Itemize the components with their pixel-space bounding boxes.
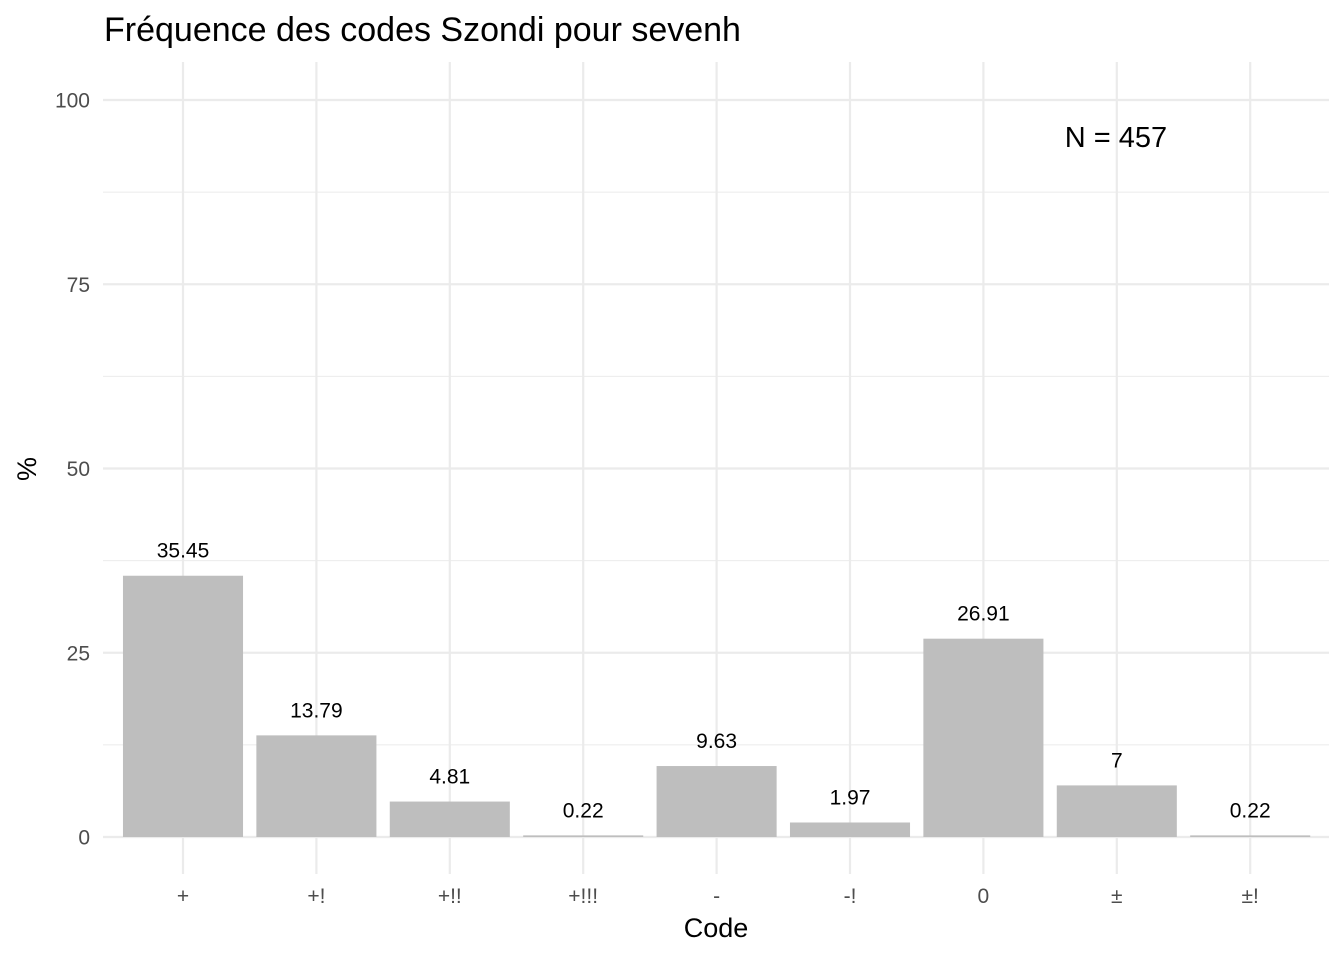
y-axis-title: % <box>12 457 42 481</box>
y-tick-label: 50 <box>67 458 90 481</box>
bars <box>122 575 1311 837</box>
bar-value-label: 13.79 <box>290 699 343 722</box>
bar-value-label: 1.97 <box>830 786 871 809</box>
x-tick-label: +!!! <box>568 885 598 908</box>
bar-value-label: 9.63 <box>696 730 737 753</box>
bar-value-label: 0.22 <box>1230 799 1271 822</box>
bar-4 <box>523 835 644 837</box>
bar-5 <box>656 766 777 837</box>
y-tick-label: 75 <box>67 274 90 297</box>
x-tick-label: -! <box>844 885 857 908</box>
bar-1 <box>122 575 244 837</box>
x-tick-label: 0 <box>978 885 990 908</box>
bar-7 <box>923 638 1044 837</box>
bar-2 <box>256 735 377 837</box>
bar-value-label: 26.91 <box>957 603 1010 626</box>
bar-value-labels: 35.45 13.79 4.81 0.22 9.63 1.97 26.91 7 0.22 <box>157 540 1271 823</box>
bar-8 <box>1056 785 1177 837</box>
x-tick-label: +! <box>307 885 325 908</box>
x-tick-label: - <box>713 885 720 908</box>
y-tick-label: 0 <box>78 827 90 850</box>
x-tick-label: ± <box>1111 885 1123 908</box>
bar-value-label: 4.81 <box>429 766 470 789</box>
bar-3 <box>389 801 510 837</box>
y-tick-label: 25 <box>67 642 90 665</box>
y-tick-label: 100 <box>55 90 90 113</box>
bar-value-label: 7 <box>1111 749 1123 772</box>
bar-9 <box>1190 835 1311 837</box>
chart-title: Fréquence des codes Szondi pour sevenh <box>104 11 741 49</box>
bar-value-label: 0.22 <box>563 799 604 822</box>
x-tick-label: +!! <box>438 885 462 908</box>
x-axis-title: Code <box>684 913 749 943</box>
x-tick-label: + <box>177 885 189 908</box>
x-tick-label: ±! <box>1242 885 1259 908</box>
sample-size-annotation: N = 457 <box>1065 122 1167 154</box>
bar-6 <box>789 822 911 837</box>
x-axis-ticks: + +! +!! +!!! - -! 0 ± ±! <box>177 885 1259 908</box>
bar-value-label: 35.45 <box>157 540 210 563</box>
y-axis-ticks: 0 25 50 75 100 <box>55 90 90 850</box>
